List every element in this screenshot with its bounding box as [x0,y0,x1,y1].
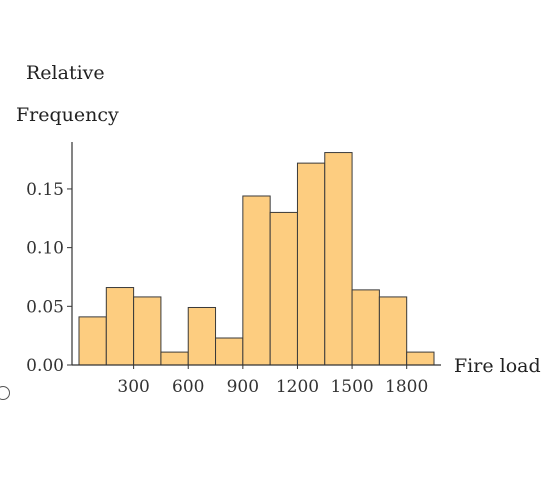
histogram-bar-1 [78,316,107,366]
y-tick-label-4: 0.15 [26,180,64,200]
histogram-bar-4 [160,351,189,366]
x-tick-label-6: 1800 [385,377,428,397]
x-tick-label-4: 1200 [276,377,319,397]
x-tick-label-3: 900 [227,377,259,397]
y-tick-label-3: 0.10 [26,239,64,259]
x-tick-label-2: 600 [172,377,204,397]
y-axis-title-line-2: Frequency [16,104,119,126]
x-ticks: 300 600 900 1200 1500 1800 [117,365,428,397]
histogram-bar-2 [105,287,135,366]
histogram-bar-12 [378,296,408,366]
y-tick-label-2: 0.05 [26,297,64,317]
histogram-bar-6 [215,337,244,366]
histogram-bar-9 [296,162,326,366]
x-axis-title: Fire load [454,355,541,377]
histogram-bar-10 [324,152,353,366]
histogram-bar-7 [242,195,271,366]
histogram-bar-5 [187,306,217,366]
y-ticks: 0.00 0.05 0.10 0.15 [26,180,72,376]
x-tick-label-5: 1500 [330,377,373,397]
histogram-bar-13 [406,351,435,366]
y-axis-title-line-1: Relative [26,62,105,84]
bars-layer [78,152,435,366]
histogram-bar-11 [351,289,380,366]
histogram-bar-3 [133,296,162,366]
histogram-bar-8 [269,211,298,366]
x-tick-label-1: 300 [117,377,149,397]
corner-marker-circle [0,386,10,400]
y-tick-label-1: 0.00 [26,356,64,376]
